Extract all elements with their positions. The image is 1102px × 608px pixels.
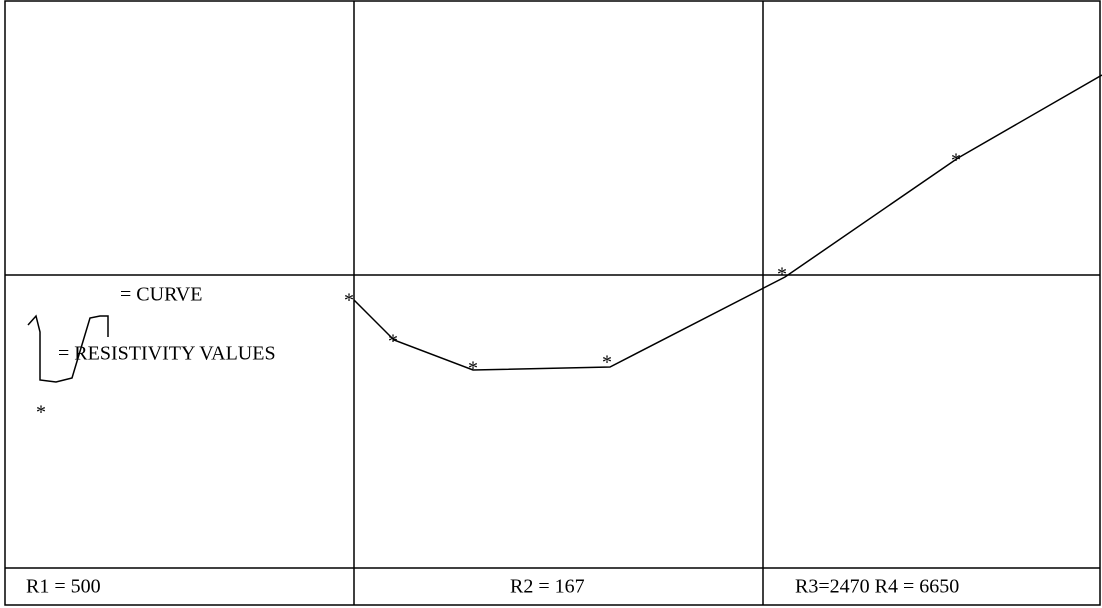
legend-marker: * (36, 402, 46, 424)
point-marker: * (468, 358, 478, 380)
point-marker: * (388, 331, 398, 353)
frame (4, 0, 1101, 606)
legend-curve: = CURVE (120, 284, 202, 306)
layer-label: R3=2470 R4 = 6650 (795, 576, 959, 598)
layer-label: R1 = 500 (26, 576, 101, 598)
point-marker: * (777, 264, 787, 286)
legend-resistivity: = RESISTIVITY VALUES (58, 343, 276, 365)
layer-label: R2 = 167 (510, 576, 585, 598)
point-marker: * (602, 352, 612, 374)
curve (353, 74, 1102, 371)
point-marker: * (951, 150, 961, 172)
point-marker: * (344, 290, 354, 312)
legend-curve-symbol (27, 314, 109, 383)
